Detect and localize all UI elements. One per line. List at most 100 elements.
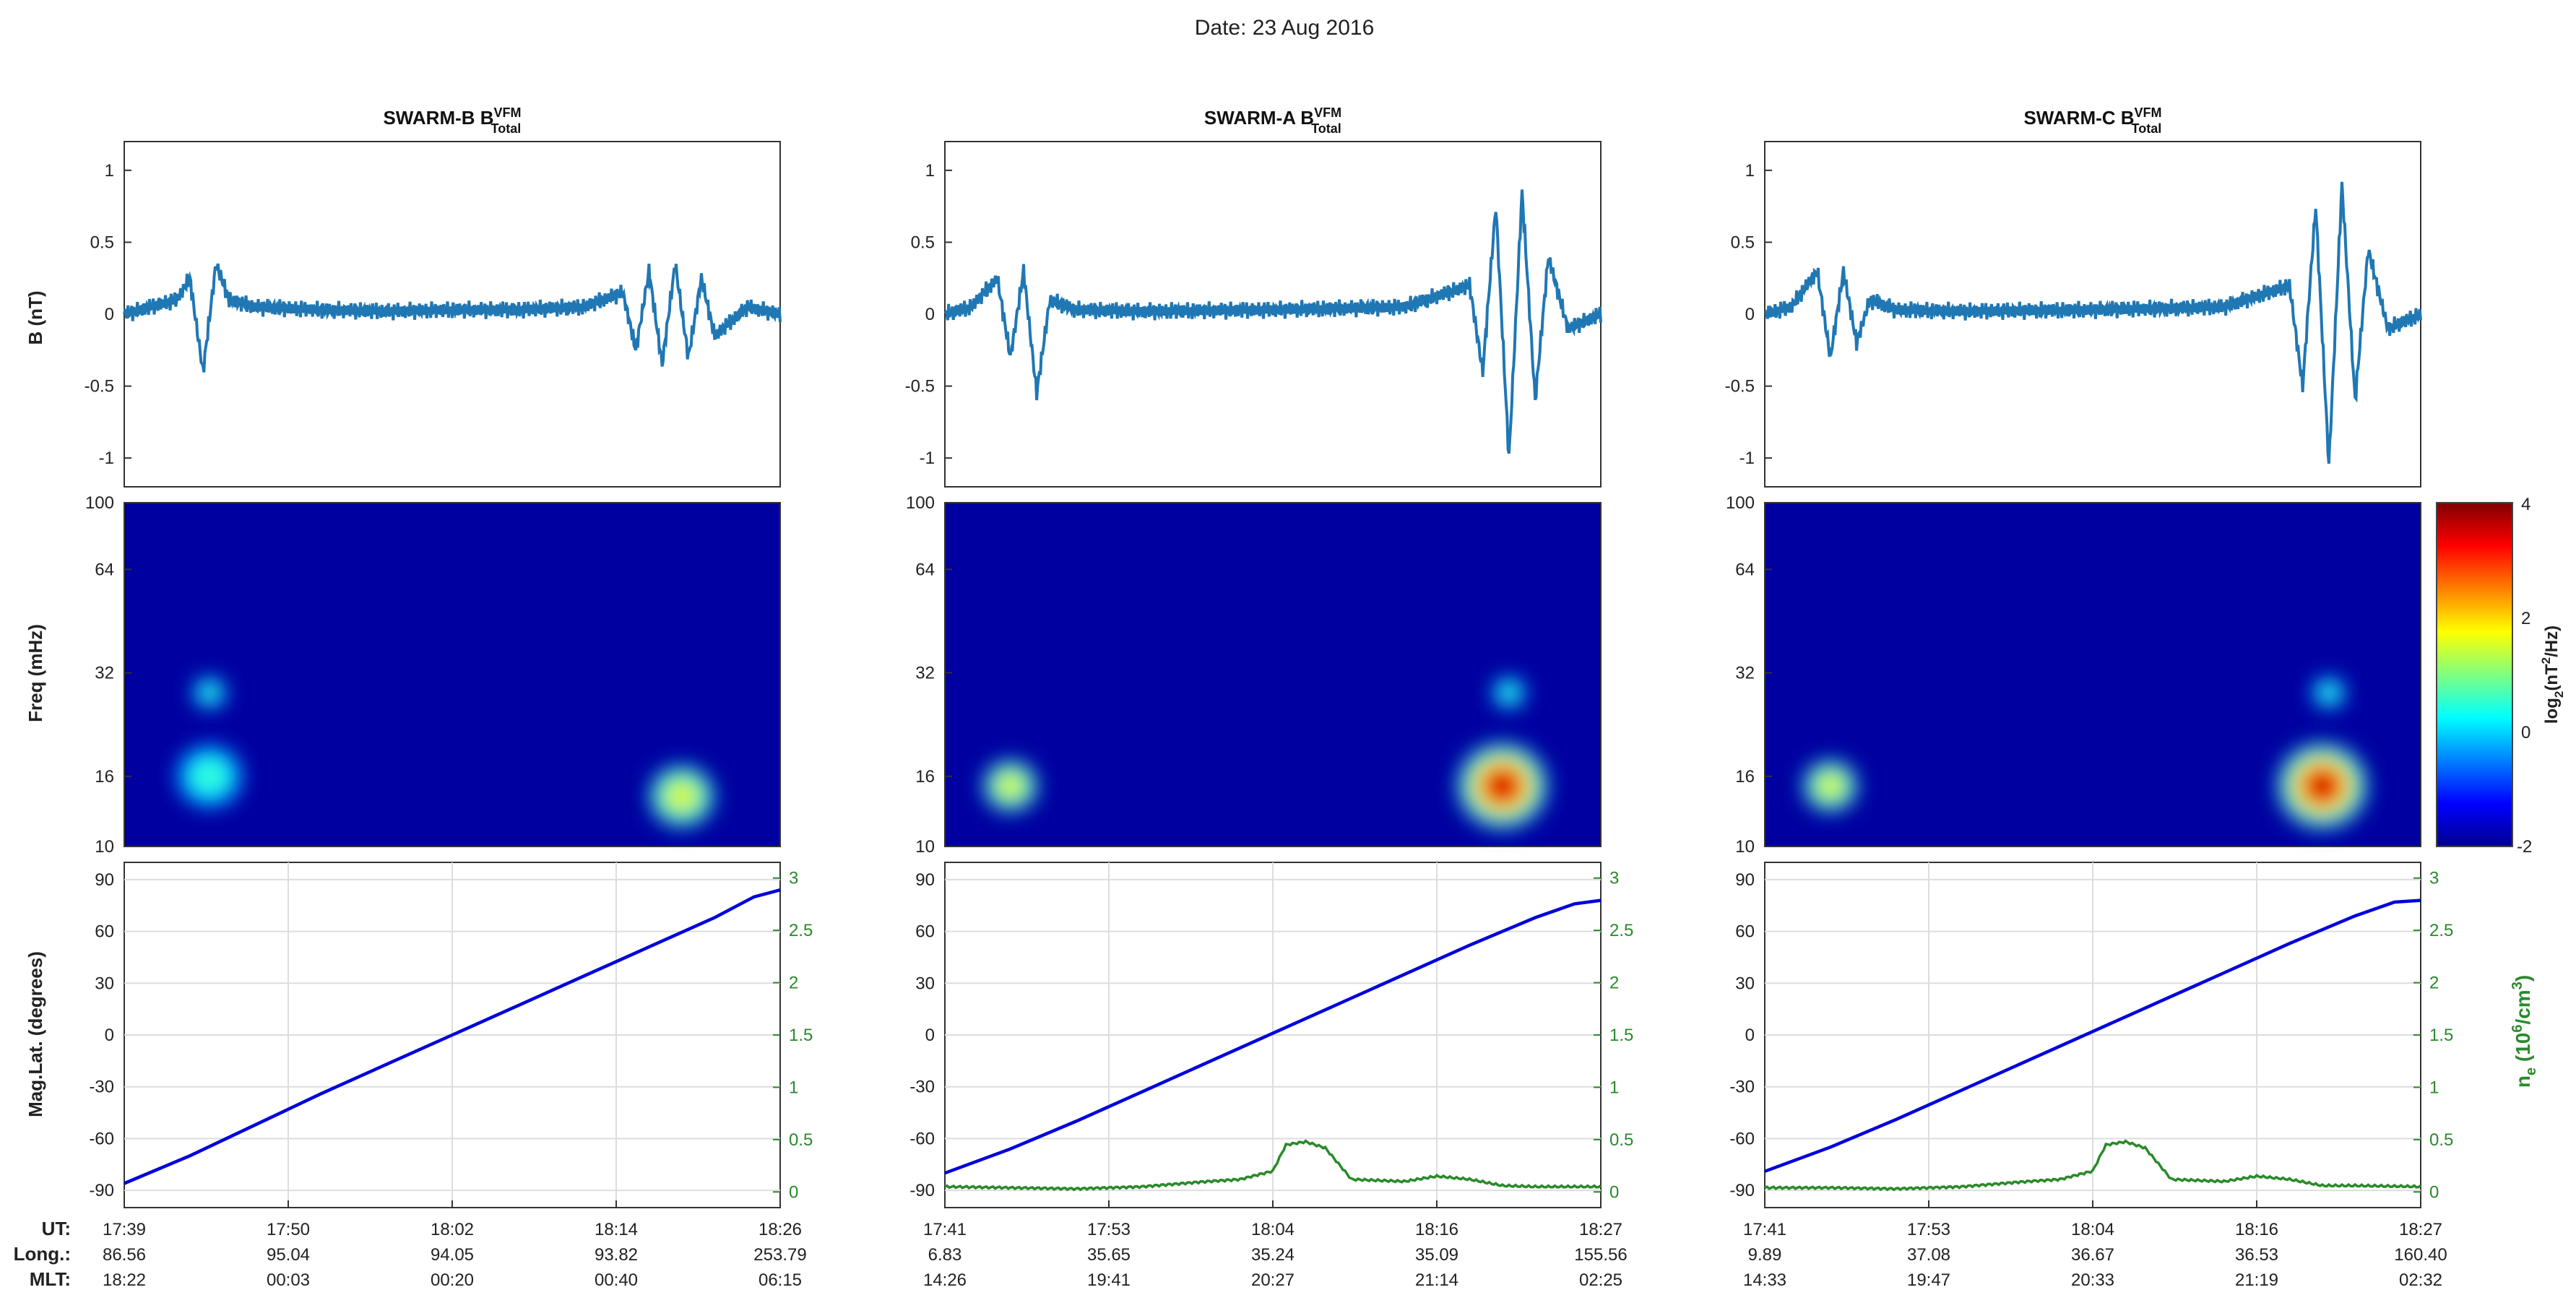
freq-tick-label: 64 [95, 560, 114, 579]
b-signal-line [123, 263, 782, 373]
long-tick-label: 93.82 [595, 1245, 638, 1265]
lat-tick-label: 60 [95, 922, 114, 942]
lat-tick-label: 90 [1735, 870, 1755, 890]
lat-tick-label: 90 [915, 870, 935, 890]
colorbar-tick: 0 [2521, 723, 2530, 742]
ut-tick-label: 18:26 [758, 1220, 802, 1239]
b-tick-label: 1 [925, 161, 935, 181]
freq-tick-label: 100 [85, 493, 114, 513]
freq-tick-label: 16 [1735, 767, 1755, 787]
mlt-tick-label: 02:25 [1579, 1270, 1622, 1290]
freq-tick-label: 10 [915, 837, 935, 857]
lat-axis-label: Mag.Lat. (degrees) [25, 951, 46, 1117]
b-tick-label: 0 [925, 305, 935, 324]
lat-tick-label: -30 [909, 1078, 935, 1097]
mlt-tick-label: 00:40 [595, 1270, 638, 1290]
ut-tick-label: 18:04 [2071, 1220, 2114, 1239]
colorbar: 4 2 0 -2 log2(nT2/Hz) [2436, 495, 2566, 857]
lat-tick-label: -90 [909, 1181, 935, 1200]
ne-tick-label: 0 [2429, 1182, 2439, 1202]
ut-tick-label: 17:53 [1907, 1220, 1950, 1239]
lat-tick-label: -60 [89, 1129, 114, 1148]
colorbar-tick: 4 [2521, 495, 2530, 514]
mag-lat-line [124, 888, 781, 1185]
ne-tick-label: 2.5 [1609, 921, 1633, 940]
ne-axis-label: ne (106/cm3) [2510, 975, 2539, 1088]
freq-tick-label: 100 [1726, 493, 1755, 513]
ne-tick-label: 1.5 [1609, 1026, 1633, 1045]
mlt-tick-label: 19:47 [1907, 1270, 1950, 1290]
spectral-power-blob [1450, 736, 1555, 836]
lat-tick-label: 0 [105, 1026, 114, 1045]
long-tick-label: 155.56 [1574, 1245, 1627, 1265]
row-label-mlt: MLT: [30, 1268, 71, 1290]
b-signal-line [1764, 181, 2422, 464]
lat-tick-label: 0 [925, 1026, 935, 1045]
ut-tick-label: 17:41 [1743, 1220, 1786, 1239]
long-tick-label: 86.56 [103, 1245, 146, 1265]
lat-tick-label: -30 [89, 1078, 114, 1097]
mag-lat-line [944, 898, 1602, 1175]
b-tick-label: -0.5 [1725, 377, 1755, 397]
panel-title: SWARM-A BVFM Total [1204, 105, 1341, 136]
electron-density-line [944, 1139, 1602, 1192]
ut-tick-label: 18:14 [595, 1220, 638, 1239]
spectral-power-blob [977, 755, 1044, 818]
long-tick-label: 6.83 [928, 1245, 962, 1265]
mlt-tick-label: 00:20 [431, 1270, 474, 1290]
lat-tick-label: -60 [1729, 1129, 1755, 1148]
long-tick-label: 95.04 [267, 1245, 310, 1265]
row-label-ut: UT: [42, 1218, 71, 1239]
lat-tick-label: -30 [1729, 1078, 1755, 1097]
colorbar-label: log2(nT2/Hz) [2539, 625, 2566, 724]
mlt-tick-label: 06:15 [758, 1270, 802, 1290]
row-label-long: Long.: [14, 1243, 71, 1265]
freq-tick-label: 32 [915, 664, 935, 683]
panel-title-sub: Total [491, 121, 522, 136]
ne-tick-label: 3 [2429, 869, 2439, 888]
freq-axis-label: Freq (mHz) [25, 624, 46, 722]
ne-tick-label: 2 [789, 974, 798, 993]
ut-tick-label: 18:04 [1251, 1220, 1295, 1239]
freq-tick-label: 64 [915, 560, 935, 579]
ne-tick-label: 2 [1609, 974, 1619, 993]
long-tick-label: 35.24 [1251, 1245, 1295, 1265]
mlt-tick-label: 21:19 [2235, 1270, 2278, 1290]
long-tick-label: 35.65 [1087, 1245, 1131, 1265]
lat-tick-label: -60 [909, 1129, 935, 1148]
lat-tick-label: 30 [1735, 974, 1755, 993]
spectral-power-blob [1489, 674, 1529, 712]
panels-group: SWARM-B BVFM Total10.50-0.5-1100643216109… [85, 105, 2454, 1290]
lat-tick-label: 60 [915, 922, 935, 942]
long-tick-label: 35.09 [1415, 1245, 1458, 1265]
panel-2: SWARM-C BVFM Total10.50-0.5-1100643216109… [1725, 105, 2454, 1290]
b-tick-label: 0.5 [911, 233, 935, 252]
spectral-power-blob [189, 674, 230, 712]
long-tick-label: 36.53 [2235, 1245, 2278, 1265]
b-axis-label: B (nT) [25, 290, 46, 345]
ne-tick-label: 2.5 [2429, 921, 2453, 940]
ut-tick-label: 18:16 [2235, 1220, 2278, 1239]
panel-title: SWARM-C BVFM Total [2023, 105, 2161, 136]
ne-tick-label: 1.5 [2429, 1026, 2453, 1045]
panel-0: SWARM-B BVFM Total10.50-0.5-1100643216109… [85, 105, 813, 1290]
spectral-power-blob [2309, 674, 2349, 712]
mlt-tick-label: 19:41 [1087, 1270, 1131, 1290]
ut-tick-label: 18:02 [431, 1220, 474, 1239]
ne-tick-label: 2.5 [789, 921, 813, 940]
ne-tick-label: 2 [2429, 974, 2439, 993]
colorbar-tick: 2 [2521, 609, 2530, 628]
b-tick-label: 0 [1745, 305, 1755, 324]
ut-tick-label: 17:41 [923, 1220, 967, 1239]
long-tick-label: 36.67 [2071, 1245, 2114, 1265]
mlt-tick-label: 00:03 [267, 1270, 310, 1290]
freq-tick-label: 100 [906, 493, 935, 513]
panel-title-sup: VFM [494, 105, 522, 120]
ne-tick-label: 0.5 [1609, 1130, 1633, 1150]
spectral-power-blob [642, 758, 722, 834]
ut-tick-label: 17:53 [1087, 1220, 1131, 1239]
long-tick-label: 94.05 [431, 1245, 474, 1265]
long-tick-label: 37.08 [1907, 1245, 1950, 1265]
mlt-tick-label: 18:22 [103, 1270, 146, 1290]
ut-tick-label: 18:27 [1579, 1220, 1622, 1239]
